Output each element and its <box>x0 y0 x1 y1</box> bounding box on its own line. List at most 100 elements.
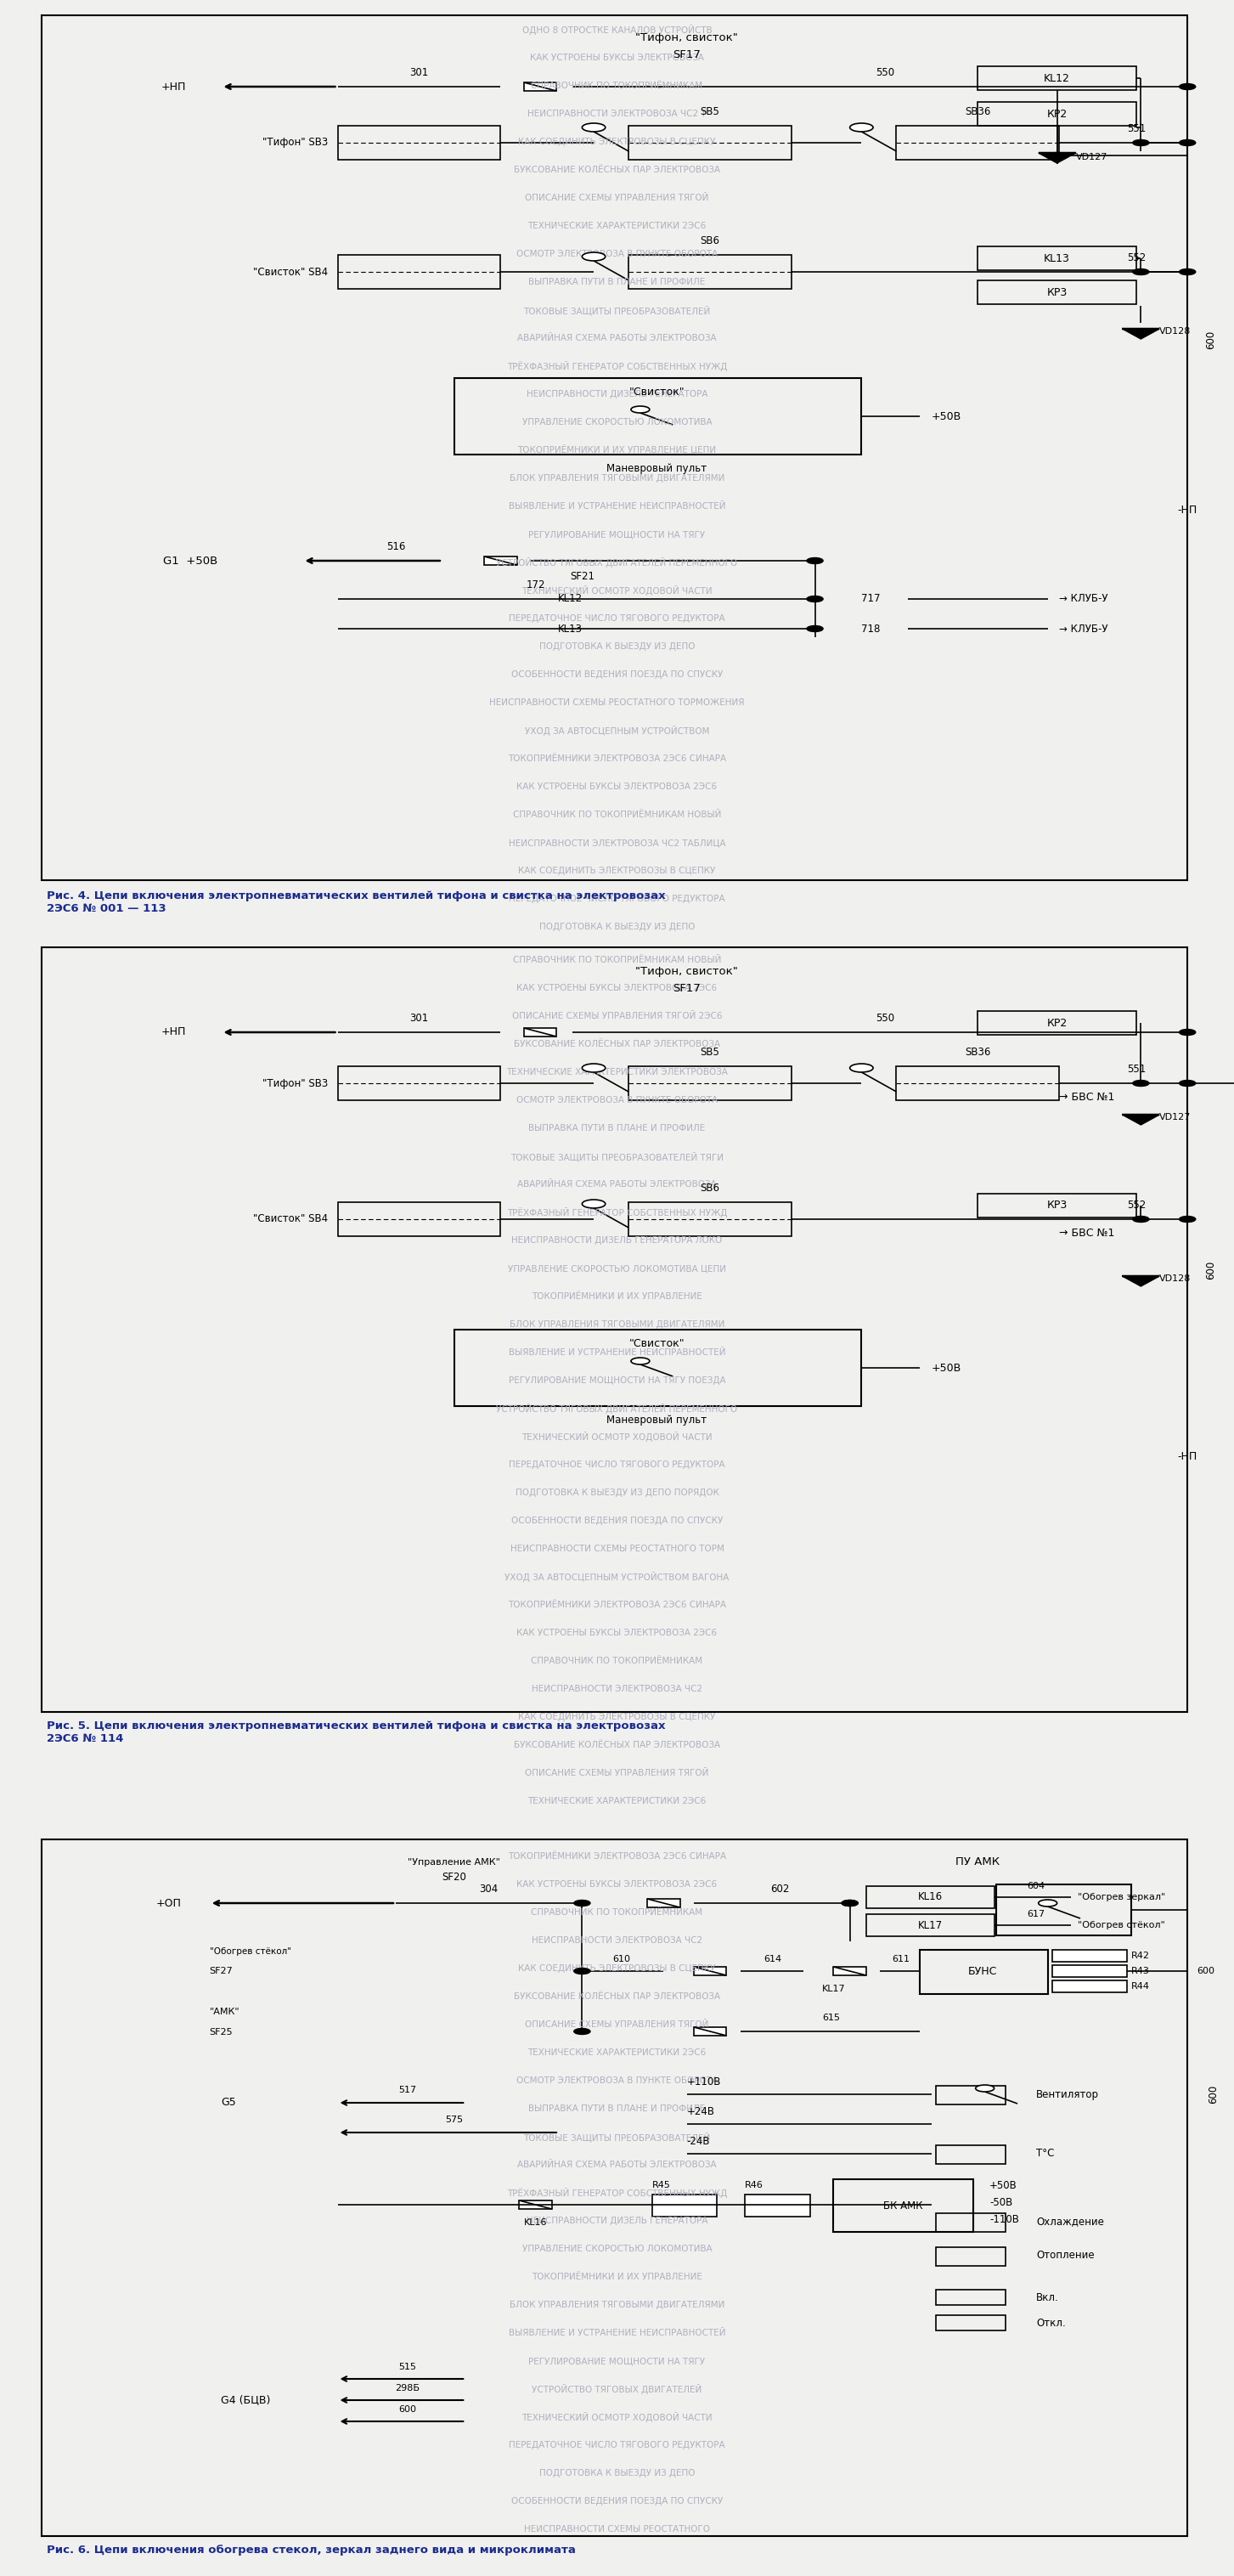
Text: РЕГУЛИРОВАНИЕ МОЩНОСТИ НА ТЯГУ: РЕГУЛИРОВАНИЕ МОЩНОСТИ НА ТЯГУ <box>528 2357 706 2365</box>
Bar <box>745 2195 811 2215</box>
Text: БЛОК УПРАВЛЕНИЯ ТЯГОВЫМИ ДВИГАТЕЛЯМИ: БЛОК УПРАВЛЕНИЯ ТЯГОВЫМИ ДВИГАТЕЛЯМИ <box>510 2300 724 2308</box>
Text: SF17: SF17 <box>673 49 701 59</box>
Text: УПРАВЛЕНИЕ СКОРОСТЬЮ ЛОКОМОТИВА: УПРАВЛЕНИЕ СКОРОСТЬЮ ЛОКОМОТИВА <box>522 2244 712 2254</box>
Bar <box>454 379 861 453</box>
Text: SB36: SB36 <box>965 106 991 118</box>
Text: +24В: +24В <box>687 2107 714 2117</box>
Text: РЕГУЛИРОВАНИЕ МОЩНОСТИ НА ТЯГУ: РЕГУЛИРОВАНИЕ МОЩНОСТИ НА ТЯГУ <box>528 531 706 538</box>
Bar <box>935 2290 1006 2306</box>
Circle shape <box>1049 152 1065 160</box>
Text: 301: 301 <box>410 67 428 77</box>
Text: ТЕХНИЧЕСКИЙ ОСМОТР ХОДОВОЙ ЧАСТИ: ТЕХНИЧЕСКИЙ ОСМОТР ХОДОВОЙ ЧАСТИ <box>522 1432 712 1443</box>
Text: ОСМОТР ЭЛЕКТРОВОЗА В ПУНКТЕ ОБОРОТА: ОСМОТР ЭЛЕКТРОВОЗА В ПУНКТЕ ОБОРОТА <box>516 2076 718 2084</box>
Text: ТЕХНИЧЕСКИЕ ХАРАКТЕРИСТИКИ 2ЭС6: ТЕХНИЧЕСКИЕ ХАРАКТЕРИСТИКИ 2ЭС6 <box>528 2048 706 2056</box>
Text: КР2: КР2 <box>1046 108 1067 118</box>
Bar <box>652 2195 717 2215</box>
Text: VD128: VD128 <box>1160 1275 1191 1283</box>
Text: "Свисток": "Свисток" <box>628 386 685 397</box>
Bar <box>1053 1965 1127 1976</box>
Text: Охлаждение: Охлаждение <box>1037 2215 1104 2228</box>
Bar <box>628 255 792 289</box>
Bar <box>977 67 1137 90</box>
Text: 550: 550 <box>875 67 895 77</box>
Text: ПОДГОТОВКА К ВЫЕЗДУ ИЗ ДЕПО ПОРЯДОК: ПОДГОТОВКА К ВЫЕЗДУ ИЗ ДЕПО ПОРЯДОК <box>515 1489 719 1497</box>
Circle shape <box>1180 139 1196 147</box>
Text: R42: R42 <box>1132 1953 1150 1960</box>
Text: +110В: +110В <box>687 2076 721 2087</box>
Circle shape <box>1180 1079 1196 1087</box>
Text: +50В: +50В <box>932 1363 961 1373</box>
Polygon shape <box>1122 1115 1160 1126</box>
Text: КАК УСТРОЕНЫ БУКСЫ ЭЛЕКТРОВОЗА 2ЭС6: КАК УСТРОЕНЫ БУКСЫ ЭЛЕКТРОВОЗА 2ЭС6 <box>517 783 717 791</box>
Circle shape <box>842 1901 858 1906</box>
Text: 615: 615 <box>822 2014 840 2022</box>
Text: ТОКОПРИЁМНИКИ ЭЛЕКТРОВОЗА 2ЭС6 СИНАРА: ТОКОПРИЁМНИКИ ЭЛЕКТРОВОЗА 2ЭС6 СИНАРА <box>508 1600 726 1610</box>
Text: УХОД ЗА АВТОСЦЕПНЫМ УСТРОЙСТВОМ: УХОД ЗА АВТОСЦЕПНЫМ УСТРОЙСТВОМ <box>524 726 710 737</box>
Text: Отопление: Отопление <box>1037 2251 1095 2262</box>
Bar <box>977 1010 1137 1036</box>
Text: 575: 575 <box>445 2115 463 2125</box>
Text: "Свисток" SB4: "Свисток" SB4 <box>253 1213 328 1224</box>
Circle shape <box>807 559 823 564</box>
Bar <box>896 126 1059 160</box>
Text: СПРАВОЧНИК ПО ТОКОПРИЁМНИКАМ: СПРАВОЧНИК ПО ТОКОПРИЁМНИКАМ <box>531 82 703 90</box>
Circle shape <box>850 1064 874 1072</box>
Bar <box>694 1968 727 1976</box>
Circle shape <box>1180 1216 1196 1221</box>
Text: НЕИСПРАВНОСТИ СХЕМЫ РЕОСТАТНОГО ТОРМ: НЕИСПРАВНОСТИ СХЕМЫ РЕОСТАТНОГО ТОРМ <box>510 1546 724 1553</box>
Text: "АМК": "АМК" <box>210 2007 239 2017</box>
Text: БУКСОВАНИЕ КОЛЁСНЫХ ПАР ЭЛЕКТРОВОЗА: БУКСОВАНИЕ КОЛЁСНЫХ ПАР ЭЛЕКТРОВОЗА <box>513 1041 721 1048</box>
Text: ОСОБЕННОСТИ ВЕДЕНИЯ ПОЕЗДА ПО СПУСКУ: ОСОБЕННОСТИ ВЕДЕНИЯ ПОЕЗДА ПО СПУСКУ <box>511 2496 723 2506</box>
Text: G5: G5 <box>221 2097 236 2107</box>
Text: 515: 515 <box>399 2362 416 2372</box>
Circle shape <box>582 252 606 260</box>
Circle shape <box>1180 82 1196 90</box>
Text: БУКСОВАНИЕ КОЛЁСНЫХ ПАР ЭЛЕКТРОВОЗА: БУКСОВАНИЕ КОЛЁСНЫХ ПАР ЭЛЕКТРОВОЗА <box>513 1741 721 1749</box>
Text: ОПИСАНИЕ СХЕМЫ УПРАВЛЕНИЯ ТЯГОЙ: ОПИСАНИЕ СХЕМЫ УПРАВЛЕНИЯ ТЯГОЙ <box>526 193 708 201</box>
Text: ПЕРЕДАТОЧНОЕ ЧИСЛО ТЯГОВОГО РЕДУКТОРА: ПЕРЕДАТОЧНОЕ ЧИСЛО ТЯГОВОГО РЕДУКТОРА <box>508 1461 726 1468</box>
Text: ТОКОПРИЁМНИКИ ЭЛЕКТРОВОЗА 2ЭС6 СИНАРА: ТОКОПРИЁМНИКИ ЭЛЕКТРОВОЗА 2ЭС6 СИНАРА <box>508 755 726 762</box>
Text: АВАРИЙНАЯ СХЕМА РАБОТЫ ЭЛЕКТРОВОЗА: АВАРИЙНАЯ СХЕМА РАБОТЫ ЭЛЕКТРОВОЗА <box>517 335 717 343</box>
Text: БУНС: БУНС <box>967 1965 997 1978</box>
Text: SB6: SB6 <box>701 234 719 247</box>
Text: +50В: +50В <box>932 410 961 422</box>
Text: 611: 611 <box>892 1955 909 1963</box>
Bar <box>42 948 1187 1713</box>
Bar <box>977 247 1137 270</box>
Bar <box>694 2027 727 2035</box>
Bar <box>42 15 1187 881</box>
Text: "Тифон, свисток": "Тифон, свисток" <box>636 33 738 44</box>
Bar <box>919 1950 1048 1994</box>
Text: KL13: KL13 <box>1044 252 1070 263</box>
Text: ПЕРЕДАТОЧНОЕ ЧИСЛО ТЯГОВОГО РЕДУКТОРА: ПЕРЕДАТОЧНОЕ ЧИСЛО ТЯГОВОГО РЕДУКТОРА <box>508 894 726 904</box>
Text: ОДНО 8 ОТРОСТКЕ КАНАЛОВ УСТРОЙСТВ: ОДНО 8 ОТРОСТКЕ КАНАЛОВ УСТРОЙСТВ <box>522 26 712 36</box>
Text: Вкл.: Вкл. <box>1037 2293 1059 2303</box>
Text: 602: 602 <box>770 1883 790 1893</box>
Text: ВЫЯВЛЕНИЕ И УСТРАНЕНИЕ НЕИСПРАВНОСТЕЙ: ВЫЯВЛЕНИЕ И УСТРАНЕНИЕ НЕИСПРАВНОСТЕЙ <box>508 1347 726 1358</box>
Text: "Тифон" SB3: "Тифон" SB3 <box>263 1077 328 1090</box>
Text: УПРАВЛЕНИЕ СКОРОСТЬЮ ЛОКОМОТИВА ЦЕПИ: УПРАВЛЕНИЕ СКОРОСТЬЮ ЛОКОМОТИВА ЦЕПИ <box>508 1265 726 1273</box>
Bar <box>935 2087 1006 2105</box>
Text: СПРАВОЧНИК ПО ТОКОПРИЁМНИКАМ НОВЫЙ: СПРАВОЧНИК ПО ТОКОПРИЁМНИКАМ НОВЫЙ <box>513 956 721 963</box>
Text: КР2: КР2 <box>1046 1018 1067 1028</box>
Circle shape <box>1180 1030 1196 1036</box>
Text: Маневровый пульт: Маневровый пульт <box>606 464 707 474</box>
Text: КАК СОЕДИНИТЬ ЭЛЕКТРОВОЗЫ В СЦЕПКУ: КАК СОЕДИНИТЬ ЭЛЕКТРОВОЗЫ В СЦЕПКУ <box>518 866 716 876</box>
Text: ТОКОВЫЕ ЗАЩИТЫ ПРЕОБРАЗОВАТЕЛЕЙ: ТОКОВЫЕ ЗАЩИТЫ ПРЕОБРАЗОВАТЕЛЕЙ <box>523 304 711 314</box>
Text: ТЕХНИЧЕСКИЙ ОСМОТР ХОДОВОЙ ЧАСТИ: ТЕХНИЧЕСКИЙ ОСМОТР ХОДОВОЙ ЧАСТИ <box>522 2411 712 2421</box>
Text: Рис. 6. Цепи включения обогрева стекол, зеркал заднего вида и микроклимата: Рис. 6. Цепи включения обогрева стекол, … <box>47 2545 575 2555</box>
Text: SF21: SF21 <box>570 572 595 582</box>
Text: 551: 551 <box>1127 124 1145 134</box>
Bar <box>648 1899 680 1906</box>
Text: VD128: VD128 <box>1160 327 1191 335</box>
Text: БЛОК УПРАВЛЕНИЯ ТЯГОВЫМИ ДВИГАТЕЛЯМИ: БЛОК УПРАВЛЕНИЯ ТЯГОВЫМИ ДВИГАТЕЛЯМИ <box>510 1321 724 1329</box>
Text: БУКСОВАНИЕ КОЛЁСНЫХ ПАР ЭЛЕКТРОВОЗА: БУКСОВАНИЕ КОЛЁСНЫХ ПАР ЭЛЕКТРОВОЗА <box>513 1991 721 2002</box>
Bar <box>935 2213 1006 2231</box>
Text: БЛОК УПРАВЛЕНИЯ ТЯГОВЫМИ ДВИГАТЕЛЯМИ: БЛОК УПРАВЛЕНИЯ ТЯГОВЫМИ ДВИГАТЕЛЯМИ <box>510 474 724 482</box>
Bar <box>935 2246 1006 2267</box>
Text: АВАРИЙНАЯ СХЕМА РАБОТЫ ЭЛЕКТРОВОЗА: АВАРИЙНАЯ СХЕМА РАБОТЫ ЭЛЕКТРОВОЗА <box>517 1180 717 1188</box>
Text: VD127: VD127 <box>1160 1113 1191 1121</box>
Text: 600: 600 <box>1208 2084 1218 2105</box>
Polygon shape <box>1122 1275 1160 1285</box>
Text: KL17: KL17 <box>918 1919 943 1932</box>
